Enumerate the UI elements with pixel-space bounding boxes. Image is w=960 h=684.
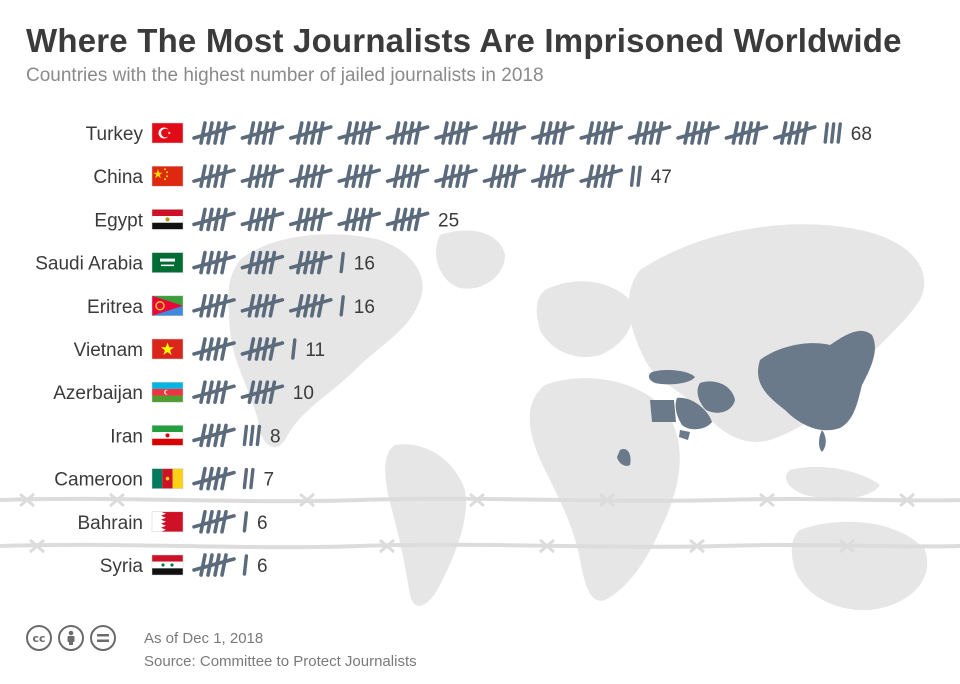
tally-row: Vietnam 11 bbox=[74, 337, 325, 361]
chart-title: Where The Most Journalists Are Imprisone… bbox=[26, 22, 902, 59]
value-label: 6 bbox=[257, 513, 268, 534]
footer-text: As of Dec 1, 2018 Source: Committee to P… bbox=[144, 627, 417, 673]
value-label: 6 bbox=[257, 556, 268, 577]
map-north-america bbox=[228, 234, 423, 448]
map-saudi-highlight bbox=[675, 397, 712, 430]
category-label: Vietnam bbox=[74, 340, 143, 361]
bahrain-flag bbox=[151, 511, 184, 533]
tally-marks bbox=[192, 121, 842, 145]
tally-marks bbox=[192, 207, 430, 232]
value-label: 7 bbox=[264, 470, 275, 491]
map-indonesia bbox=[785, 466, 880, 499]
source-note: Source: Committee to Protect Journalists bbox=[144, 653, 417, 670]
barbed-wire bbox=[0, 492, 960, 554]
tally-row: Azerbaijan 10 bbox=[53, 380, 314, 404]
map-china-highlight bbox=[758, 330, 875, 431]
map-cameroon-highlight bbox=[617, 449, 631, 466]
map-vietnam-highlight bbox=[819, 430, 826, 452]
value-label: 10 bbox=[293, 383, 314, 404]
tally-marks bbox=[192, 553, 249, 577]
tally-row: Eritrea 16 bbox=[87, 294, 375, 318]
tally-marks bbox=[192, 164, 642, 188]
saudi-arabia-flag bbox=[151, 252, 184, 273]
map-south-america bbox=[385, 444, 466, 606]
tally-row: Egypt 25 bbox=[94, 207, 459, 232]
value-label: 16 bbox=[354, 254, 375, 275]
category-label: Iran bbox=[110, 426, 143, 447]
category-label: Eritrea bbox=[87, 297, 143, 318]
map-iran-highlight bbox=[697, 381, 735, 413]
iran-flag bbox=[151, 425, 184, 446]
tally-row: Cameroon 7 bbox=[54, 466, 275, 491]
tally-row: Bahrain 6 bbox=[78, 510, 268, 534]
syria-flag bbox=[151, 554, 184, 576]
value-label: 68 bbox=[851, 124, 872, 145]
tally-marks bbox=[192, 510, 249, 534]
tally-marks bbox=[192, 423, 262, 448]
vietnam-flag bbox=[151, 338, 184, 360]
value-label: 47 bbox=[651, 167, 672, 188]
tally-row: Iran 8 bbox=[110, 423, 281, 448]
category-label: Azerbaijan bbox=[53, 383, 143, 404]
value-label: 11 bbox=[305, 340, 325, 361]
value-label: 8 bbox=[270, 426, 281, 447]
tally-marks bbox=[192, 466, 255, 491]
tally-row: Saudi Arabia 16 bbox=[35, 250, 375, 275]
map-europe bbox=[536, 281, 634, 358]
eritrea-flag bbox=[151, 295, 184, 317]
cameroon-flag bbox=[151, 468, 184, 489]
category-label: Egypt bbox=[94, 210, 143, 231]
value-label: 16 bbox=[354, 297, 375, 318]
tally-row: Turkey 68 bbox=[86, 121, 872, 145]
egypt-flag bbox=[151, 209, 184, 230]
cc-icon: cc bbox=[26, 625, 52, 651]
turkey-flag bbox=[151, 122, 184, 144]
as-of-date: As of Dec 1, 2018 bbox=[144, 630, 264, 647]
category-label: Turkey bbox=[86, 124, 144, 145]
azerbaijan-flag bbox=[151, 381, 184, 403]
no-derivatives-icon bbox=[90, 625, 116, 651]
license-icons: cc bbox=[26, 625, 116, 651]
tally-row: Syria 6 bbox=[100, 553, 268, 577]
category-label: Syria bbox=[100, 556, 144, 577]
china-flag bbox=[151, 165, 184, 187]
map-egypt-highlight bbox=[650, 400, 676, 422]
map-turkey-highlight bbox=[648, 369, 695, 385]
category-label: Cameroon bbox=[54, 470, 143, 491]
value-label: 25 bbox=[438, 210, 459, 231]
map-eritrea-highlight bbox=[679, 430, 690, 440]
tally-marks bbox=[192, 380, 285, 404]
tally-marks bbox=[192, 250, 345, 275]
map-greenland bbox=[436, 230, 505, 289]
tally-row: China 47 bbox=[93, 164, 672, 188]
attribution-icon bbox=[58, 625, 84, 651]
category-label: China bbox=[93, 167, 143, 188]
category-label: Saudi Arabia bbox=[35, 254, 143, 275]
tally-marks bbox=[192, 294, 345, 318]
category-label: Bahrain bbox=[78, 513, 144, 534]
tally-marks bbox=[192, 337, 297, 361]
chart-subtitle: Countries with the highest number of jai… bbox=[26, 65, 544, 86]
